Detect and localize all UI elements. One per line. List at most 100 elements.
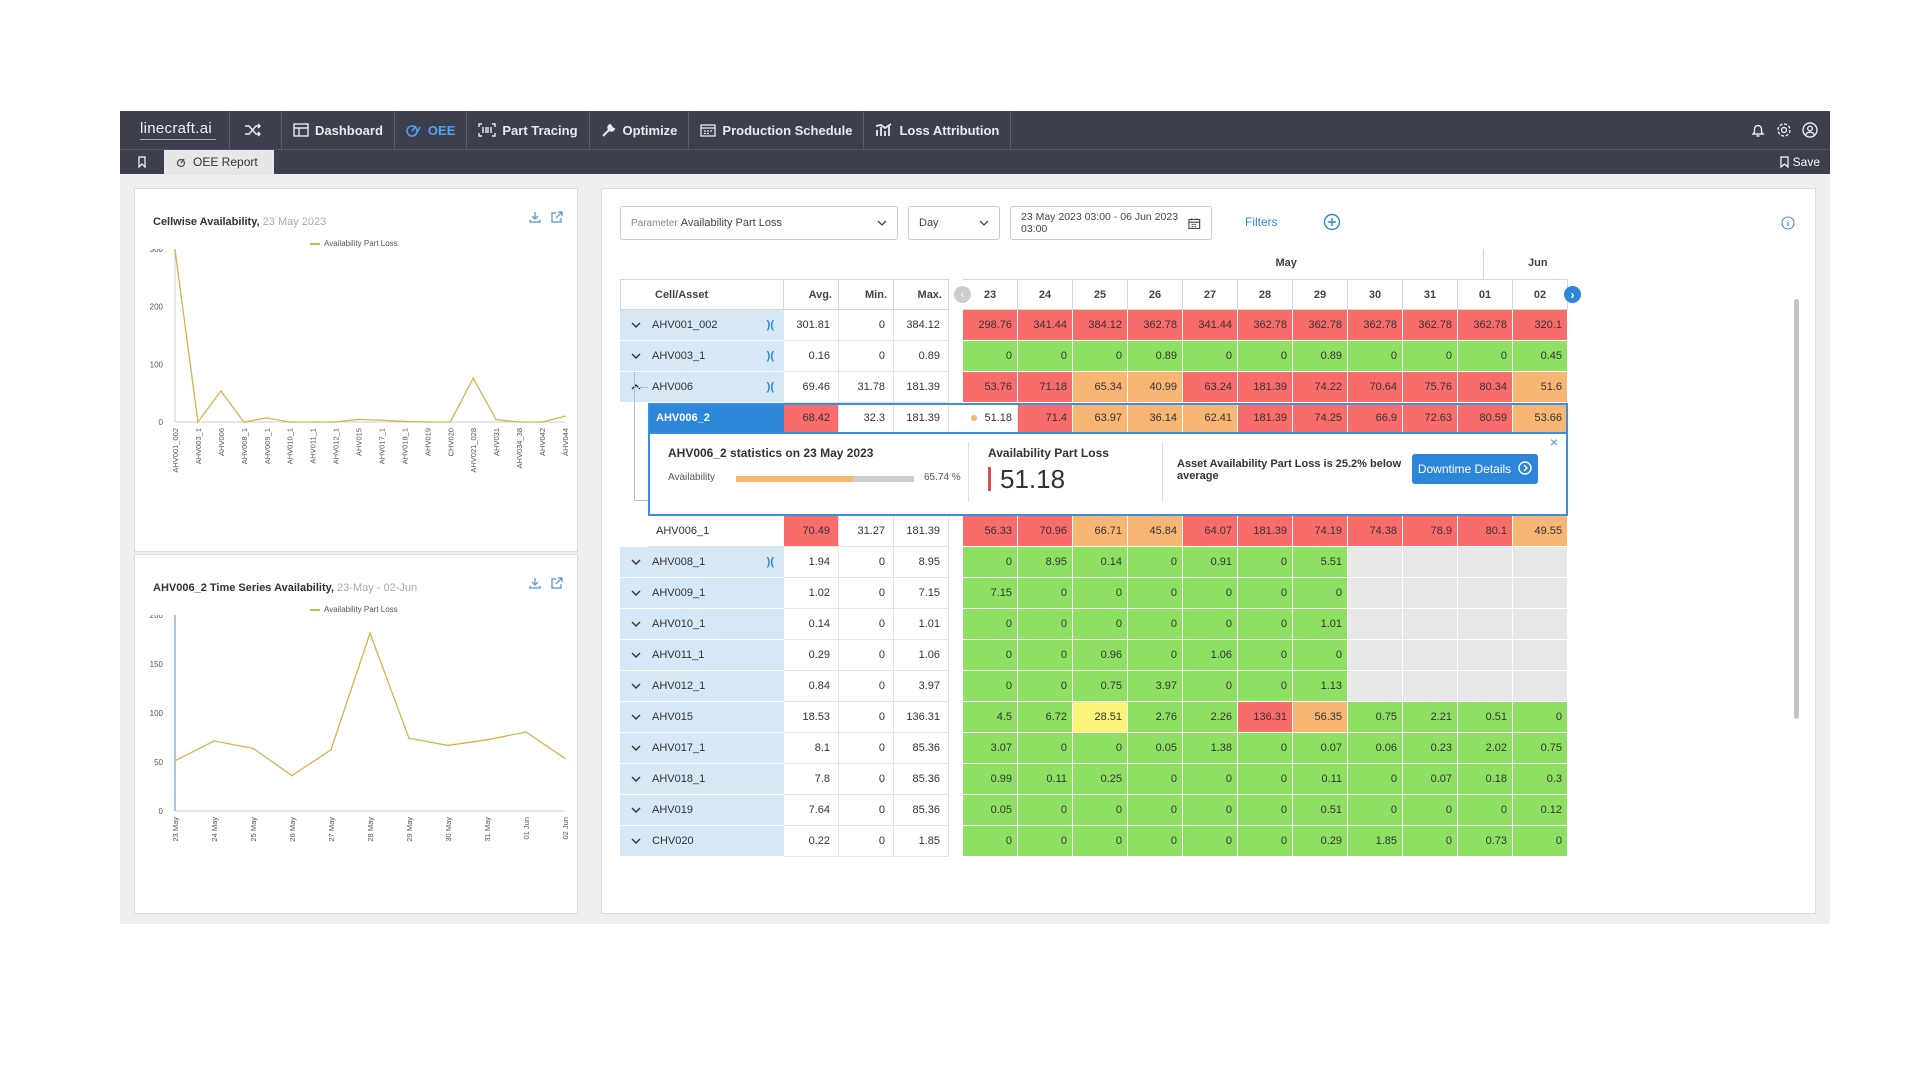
close-icon[interactable]: × bbox=[1549, 434, 1558, 450]
heatmap-cell[interactable] bbox=[1403, 671, 1458, 702]
chevron-down-icon[interactable] bbox=[620, 838, 652, 844]
heatmap-cell[interactable]: 0 bbox=[1238, 341, 1293, 372]
heatmap-cell[interactable]: 0 bbox=[1238, 733, 1293, 764]
heatmap-cell[interactable]: 0 bbox=[963, 640, 1018, 671]
chevron-down-icon[interactable] bbox=[620, 621, 652, 627]
parameter-select[interactable]: Parameter Availability Part Loss bbox=[620, 206, 898, 240]
heatmap-cell[interactable]: 0.05 bbox=[1128, 733, 1183, 764]
heatmap-cell[interactable]: 0 bbox=[1018, 826, 1073, 857]
heatmap-cell[interactable]: 362.78 bbox=[1403, 310, 1458, 341]
heatmap-cell[interactable]: 0 bbox=[1458, 341, 1513, 372]
heatmap-cell[interactable]: 0 bbox=[1073, 733, 1128, 764]
heatmap-cell[interactable]: 75.76 bbox=[1403, 372, 1458, 403]
table-row-name[interactable]: AHV015 bbox=[620, 702, 784, 733]
heatmap-cell[interactable] bbox=[1348, 671, 1403, 702]
heatmap-cell[interactable]: 0 bbox=[1183, 671, 1238, 702]
date-range-picker[interactable]: 23 May 2023 03:00 - 06 Jun 2023 03:00 bbox=[1010, 206, 1212, 240]
table-row-name[interactable]: AHV006_2 bbox=[648, 403, 784, 434]
heatmap-cell[interactable]: 1.85 bbox=[1348, 826, 1403, 857]
heatmap-cell[interactable] bbox=[1403, 578, 1458, 609]
download-icon[interactable] bbox=[529, 577, 541, 589]
heatmap-cell[interactable]: 45.84 bbox=[1128, 516, 1183, 547]
heatmap-cell[interactable]: 362.78 bbox=[1238, 310, 1293, 341]
heatmap-cell[interactable]: 341.44 bbox=[1183, 310, 1238, 341]
nav-dashboard[interactable]: Dashboard bbox=[282, 111, 395, 149]
heatmap-cell[interactable]: 63.97 bbox=[1073, 403, 1128, 434]
heatmap-cell[interactable]: 0 bbox=[1128, 547, 1183, 578]
table-row-name[interactable]: AHV003_1)( bbox=[620, 341, 784, 372]
table-row-name[interactable]: AHV001_002)( bbox=[620, 310, 784, 341]
heatmap-cell[interactable]: 0.89 bbox=[1128, 341, 1183, 372]
heatmap-cell[interactable]: 0.75 bbox=[1073, 671, 1128, 702]
heatmap-cell[interactable]: 0 bbox=[963, 671, 1018, 702]
heatmap-cell[interactable]: 0.51 bbox=[1458, 702, 1513, 733]
heatmap-cell[interactable]: 0 bbox=[1073, 341, 1128, 372]
header-day-30[interactable]: 30 bbox=[1348, 279, 1403, 310]
heatmap-cell[interactable]: 71.18 bbox=[1018, 372, 1073, 403]
heatmap-cell[interactable]: 0 bbox=[1183, 795, 1238, 826]
table-row-name[interactable]: AHV012_1 bbox=[620, 671, 784, 702]
heatmap-cell[interactable]: 0 bbox=[1238, 578, 1293, 609]
heatmap-cell[interactable]: 80.1 bbox=[1458, 516, 1513, 547]
heatmap-cell[interactable]: 0.06 bbox=[1348, 733, 1403, 764]
heatmap-cell[interactable]: 181.39 bbox=[1238, 516, 1293, 547]
nav-loss-attribution[interactable]: Loss Attribution bbox=[864, 111, 1012, 149]
header-day-25[interactable]: 25 bbox=[1073, 279, 1128, 310]
heatmap-cell[interactable]: 0 bbox=[1183, 826, 1238, 857]
heatmap-cell[interactable]: 51.18 bbox=[963, 403, 1018, 434]
heatmap-cell[interactable]: 0 bbox=[1073, 826, 1128, 857]
table-row-name[interactable]: AHV018_1 bbox=[620, 764, 784, 795]
heatmap-cell[interactable]: 0 bbox=[1238, 795, 1293, 826]
heatmap-cell[interactable]: 71.4 bbox=[1018, 403, 1073, 434]
table-row-name[interactable]: AHV019 bbox=[620, 795, 784, 826]
heatmap-cell[interactable] bbox=[1458, 640, 1513, 671]
filters-link[interactable]: Filters bbox=[1245, 215, 1278, 229]
header-min[interactable]: Min. bbox=[839, 279, 894, 310]
heatmap-cell[interactable]: 0 bbox=[1018, 640, 1073, 671]
heatmap-cell[interactable]: 2.76 bbox=[1128, 702, 1183, 733]
heatmap-cell[interactable]: 0 bbox=[1128, 795, 1183, 826]
heatmap-cell[interactable]: 0 bbox=[1238, 826, 1293, 857]
chevron-down-icon[interactable] bbox=[620, 322, 652, 328]
header-day-28[interactable]: 28 bbox=[1238, 279, 1293, 310]
header-max[interactable]: Max. bbox=[894, 279, 949, 310]
heatmap-cell[interactable]: 1.01 bbox=[1293, 609, 1348, 640]
header-avg[interactable]: Avg. bbox=[784, 279, 839, 310]
heatmap-cell[interactable]: 0 bbox=[963, 609, 1018, 640]
heatmap-cell[interactable]: 66.71 bbox=[1073, 516, 1128, 547]
heatmap-cell[interactable] bbox=[1513, 578, 1568, 609]
table-row-name[interactable]: AHV006_1 bbox=[648, 516, 784, 547]
heatmap-cell[interactable]: 62.41 bbox=[1183, 403, 1238, 434]
heatmap-cell[interactable]: 0.75 bbox=[1348, 702, 1403, 733]
heatmap-cell[interactable]: 28.51 bbox=[1073, 702, 1128, 733]
heatmap-cell[interactable] bbox=[1513, 609, 1568, 640]
heatmap-cell[interactable]: 56.33 bbox=[963, 516, 1018, 547]
heatmap-cell[interactable]: 0.14 bbox=[1073, 547, 1128, 578]
user-icon[interactable] bbox=[1802, 122, 1818, 138]
heatmap-cell[interactable]: 0 bbox=[1018, 671, 1073, 702]
heatmap-cell[interactable]: 0 bbox=[1513, 702, 1568, 733]
heatmap-cell[interactable]: 0 bbox=[1128, 826, 1183, 857]
heatmap-cell[interactable]: 0 bbox=[1128, 578, 1183, 609]
heatmap-cell[interactable]: 0 bbox=[1238, 547, 1293, 578]
add-filter-icon[interactable] bbox=[1323, 213, 1341, 231]
heatmap-cell[interactable]: 0 bbox=[1018, 609, 1073, 640]
heatmap-cell[interactable]: 74.25 bbox=[1293, 403, 1348, 434]
table-row-name[interactable]: AHV008_1)( bbox=[620, 547, 784, 578]
nav-production-schedule[interactable]: Production Schedule bbox=[689, 111, 865, 149]
heatmap-cell[interactable]: 80.59 bbox=[1458, 403, 1513, 434]
heatmap-cell[interactable]: 64.07 bbox=[1183, 516, 1238, 547]
heatmap-cell[interactable]: 298.76 bbox=[963, 310, 1018, 341]
table-row-name[interactable]: AHV011_1 bbox=[620, 640, 784, 671]
heatmap-cell[interactable]: 0 bbox=[1128, 640, 1183, 671]
heatmap-cell[interactable]: 1.13 bbox=[1293, 671, 1348, 702]
heatmap-cell[interactable]: 0.12 bbox=[1513, 795, 1568, 826]
heatmap-cell[interactable]: 1.38 bbox=[1183, 733, 1238, 764]
heatmap-cell[interactable]: 0 bbox=[1018, 578, 1073, 609]
heatmap-cell[interactable]: 36.14 bbox=[1128, 403, 1183, 434]
heatmap-cell[interactable]: 0.45 bbox=[1513, 341, 1568, 372]
heatmap-cell[interactable]: 3.97 bbox=[1128, 671, 1183, 702]
heatmap-cell[interactable]: 0 bbox=[1458, 795, 1513, 826]
heatmap-cell[interactable]: 0.23 bbox=[1403, 733, 1458, 764]
heatmap-cell[interactable]: 2.26 bbox=[1183, 702, 1238, 733]
